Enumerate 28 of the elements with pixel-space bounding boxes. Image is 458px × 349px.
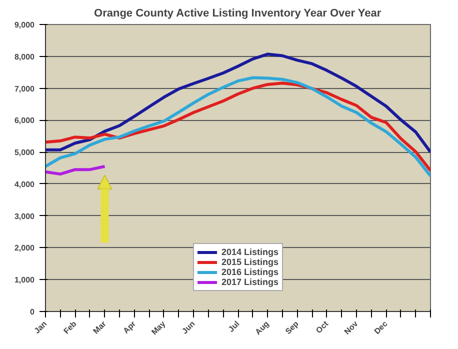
x-tick-label: Nov	[342, 318, 360, 336]
x-tick-label: Jun	[180, 319, 197, 336]
y-tick-label: 4,000	[14, 180, 36, 189]
y-tick-label: 6,000	[14, 116, 36, 126]
legend-label: 2014 Listings	[221, 247, 279, 257]
y-tick-label: 7,000	[14, 84, 36, 94]
y-tick-label: 9,000	[14, 20, 36, 30]
x-tick-label: Dec	[372, 318, 390, 336]
y-tick-label: 5,000	[14, 148, 36, 158]
line-series	[46, 164, 106, 176]
y-tick-label: 0	[30, 308, 36, 316]
x-tick-label: Jul	[226, 319, 242, 334]
line-series	[46, 52, 430, 154]
legend-label: 2016 Listings	[221, 267, 279, 277]
x-tick-label: Mar	[91, 319, 108, 336]
x-tick-label: Aug	[253, 319, 271, 337]
y-tick-label: 1,000	[14, 276, 36, 285]
x-tick-label: Apr	[121, 319, 138, 336]
legend-label: 2015 Listings	[221, 257, 279, 267]
y-tick-label: 2,000	[14, 244, 36, 253]
x-tick-label: Sep	[284, 319, 300, 336]
x-tick-label: Feb	[62, 319, 78, 336]
y-tick-label: 3,000	[14, 212, 36, 221]
y-tick-label: 8,000	[14, 52, 36, 62]
chart-title: Orange County Active Listing Inventory Year Over Year	[94, 8, 382, 20]
x-tick-label: Oct	[314, 319, 330, 336]
x-tick-label: Jan	[32, 319, 49, 336]
legend-label: 2017 Listings	[221, 277, 279, 287]
